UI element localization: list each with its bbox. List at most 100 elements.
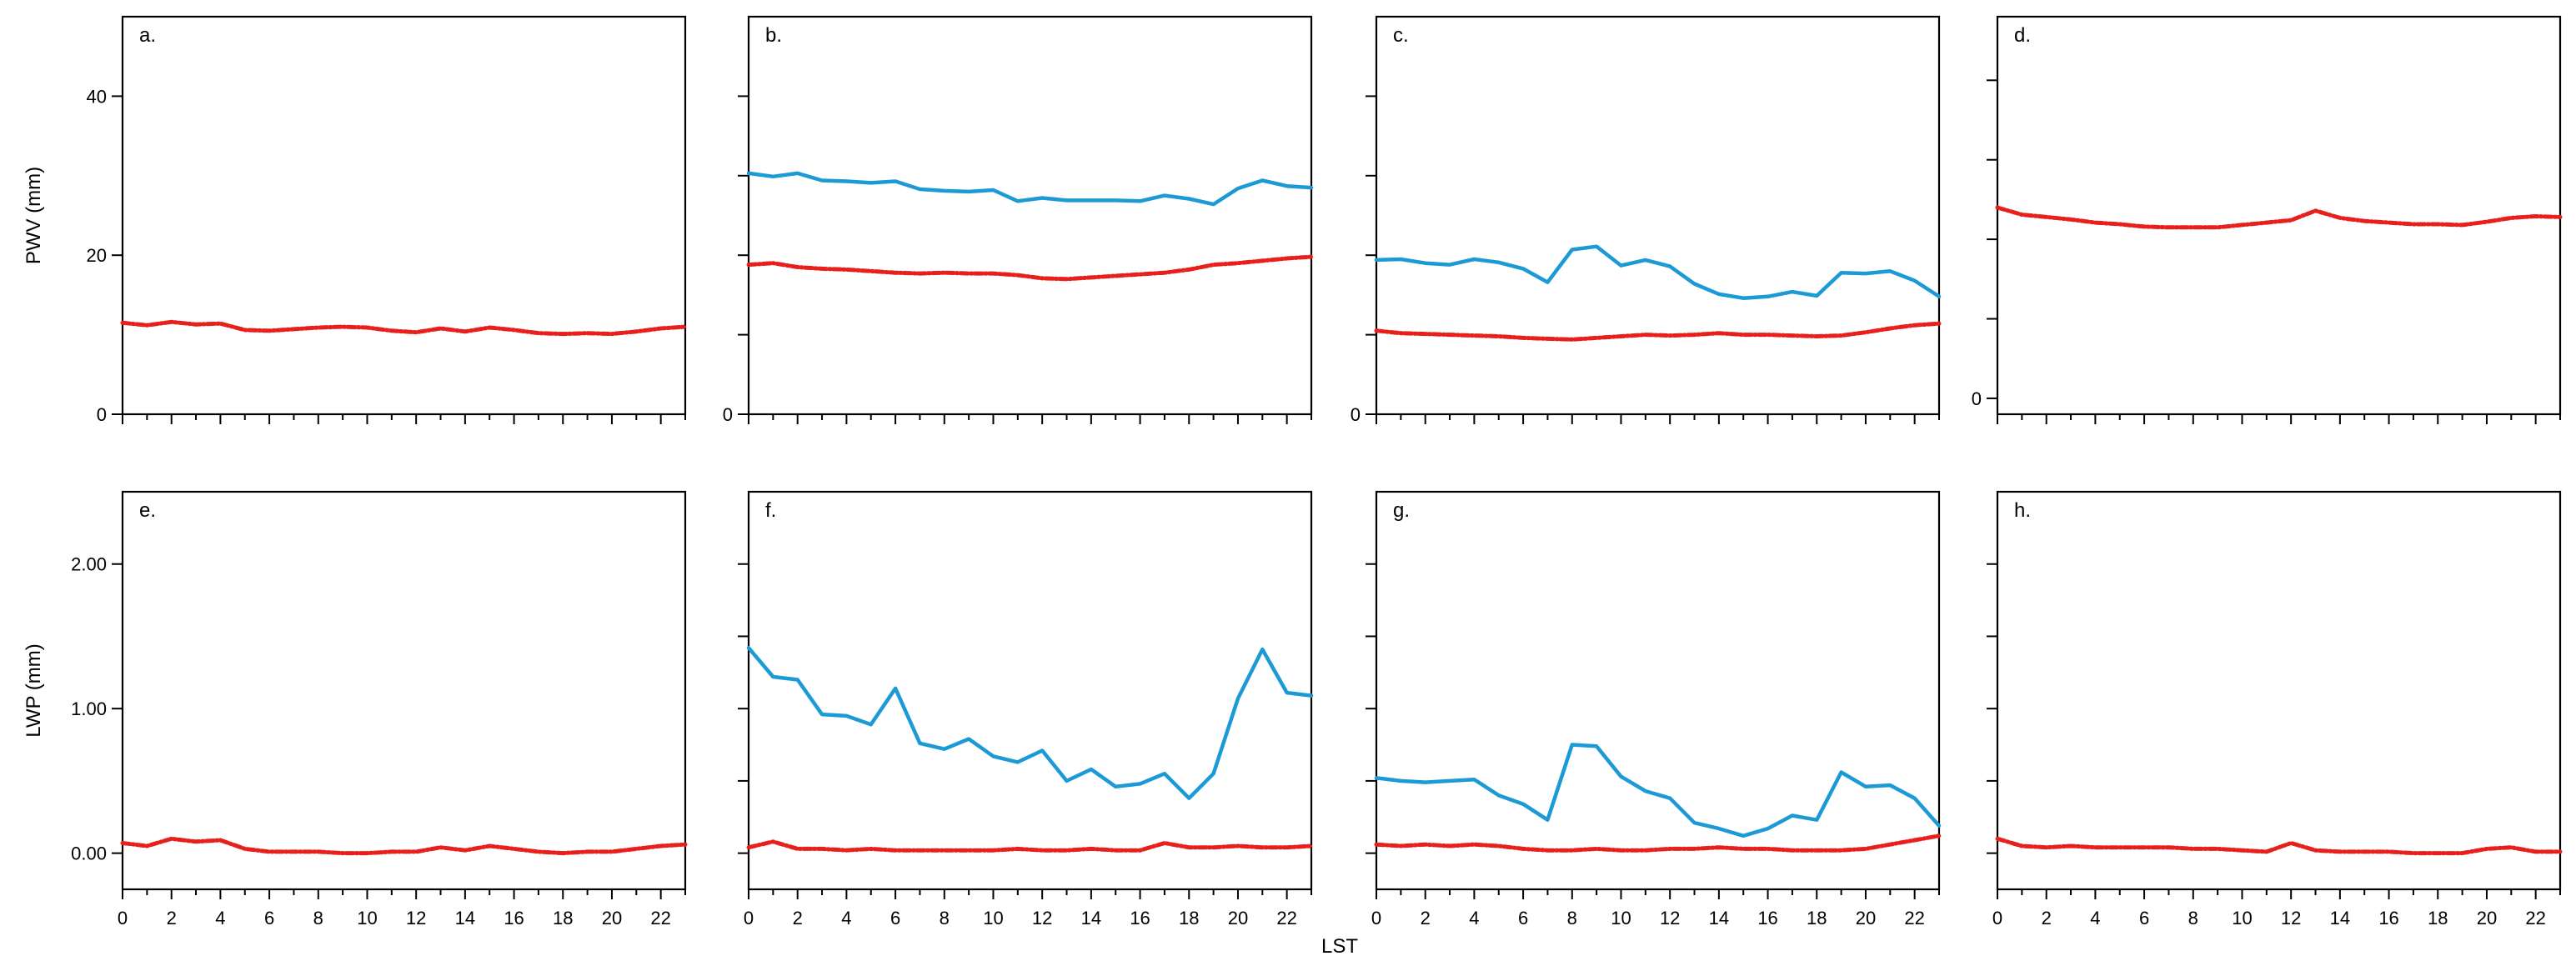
- data-point: [2388, 850, 2390, 853]
- data-point: [1040, 848, 1044, 852]
- panel-label: c.: [1393, 24, 1409, 47]
- data-point: [121, 842, 124, 844]
- data-point: [1644, 333, 1647, 336]
- data-point: [219, 323, 222, 325]
- data-point: [1742, 333, 1745, 336]
- data-point: [170, 321, 173, 323]
- data-point: [2534, 215, 2537, 218]
- y-tick-label: 0: [723, 404, 733, 425]
- data-point: [1767, 848, 1769, 850]
- data-point: [1375, 258, 1378, 262]
- x-tick-label: 14: [1709, 908, 1729, 928]
- data-point: [1188, 797, 1190, 799]
- x-tick-label: 20: [2477, 908, 2497, 928]
- panel-c: c. 0: [1351, 15, 1942, 425]
- x-tick-label: 10: [983, 908, 1003, 928]
- series-line-red-dashed: [1995, 836, 2563, 856]
- data-point: [1424, 781, 1426, 783]
- data-point: [414, 331, 418, 333]
- data-point: [537, 332, 540, 334]
- data-point: [2289, 219, 2293, 222]
- x-tick-label: 14: [455, 908, 475, 928]
- data-point: [1310, 694, 1313, 697]
- data-point: [1717, 827, 1721, 830]
- x-tick-label: 4: [215, 908, 225, 928]
- series-line-red-dashed: [746, 839, 1314, 853]
- data-point: [992, 848, 995, 852]
- data-point: [1864, 848, 1867, 850]
- data-point: [439, 846, 442, 848]
- x-tick-label: 10: [357, 908, 377, 928]
- data-point: [1913, 838, 1916, 842]
- data-point: [1693, 822, 1696, 824]
- data-point: [513, 848, 515, 850]
- data-point: [796, 678, 799, 681]
- data-point: [796, 172, 799, 175]
- data-point: [2142, 225, 2146, 228]
- data-point: [992, 188, 995, 192]
- data-point: [919, 272, 921, 275]
- data-point: [2069, 844, 2072, 848]
- data-point: [1163, 194, 1166, 197]
- data-point: [1188, 198, 1190, 200]
- x-tick-label: 16: [1757, 908, 1777, 928]
- x-tick-label: 0: [744, 908, 754, 928]
- data-point: [1065, 199, 1068, 202]
- data-point: [1571, 743, 1573, 746]
- x-tick-label: 10: [1611, 908, 1631, 928]
- panel-label: b.: [765, 24, 782, 47]
- data-point: [2118, 223, 2121, 226]
- data-point: [293, 328, 295, 331]
- data-point: [1016, 848, 1020, 850]
- data-point: [1212, 846, 1215, 848]
- data-point: [1040, 749, 1044, 752]
- data-point: [1473, 258, 1476, 261]
- x-tick-label: 16: [504, 908, 524, 928]
- data-point: [1668, 797, 1671, 799]
- data-point: [489, 844, 491, 848]
- data-point: [894, 848, 897, 852]
- data-point: [1473, 334, 1476, 337]
- data-point: [414, 850, 418, 853]
- data-point: [1424, 262, 1426, 264]
- data-point: [1090, 276, 1093, 279]
- data-point: [439, 327, 442, 330]
- data-point: [820, 179, 824, 182]
- data-point: [1285, 691, 1288, 694]
- panel-h: h. 0 2 4 6 8 10 12 14 16 18 20 22: [1987, 490, 2563, 928]
- panel-label: g.: [1393, 499, 1410, 522]
- data-point: [2485, 220, 2488, 223]
- data-point: [2021, 213, 2023, 216]
- x-tick-label: 16: [2378, 908, 2398, 928]
- data-point: [2045, 846, 2047, 848]
- data-point: [870, 182, 872, 184]
- data-point: [1595, 745, 1598, 748]
- x-tick-label: 0: [1371, 908, 1381, 928]
- data-point: [772, 175, 774, 178]
- x-tick-label: 10: [2232, 908, 2252, 928]
- x-tick-label: 20: [1228, 908, 1248, 928]
- data-point: [820, 268, 824, 270]
- data-point: [1448, 844, 1451, 848]
- x-tick-label: 12: [1032, 908, 1052, 928]
- data-point: [845, 714, 848, 718]
- data-point: [341, 852, 344, 854]
- data-point: [2289, 842, 2293, 844]
- data-point: [2534, 850, 2537, 853]
- data-point: [170, 838, 173, 840]
- x-tick-label: 22: [1276, 908, 1296, 928]
- data-point: [943, 848, 945, 852]
- x-tick-label: 8: [2188, 908, 2198, 928]
- data-point: [1913, 797, 1916, 799]
- data-point: [747, 647, 750, 649]
- data-point: [1115, 848, 1117, 852]
- data-point: [1521, 268, 1525, 270]
- data-point: [2265, 221, 2268, 224]
- x-tick-label: 22: [650, 908, 670, 928]
- data-point: [2142, 846, 2146, 848]
- data-point: [2388, 221, 2390, 224]
- data-point: [1996, 838, 1999, 840]
- data-point: [796, 848, 799, 850]
- data-point: [1375, 777, 1378, 779]
- x-tick-label: 8: [940, 908, 950, 928]
